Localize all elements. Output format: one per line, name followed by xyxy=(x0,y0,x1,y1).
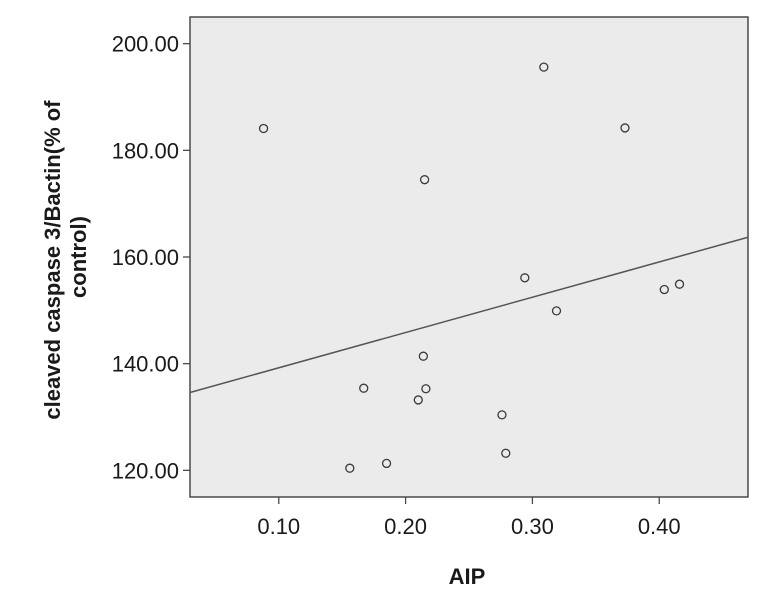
fit-line xyxy=(189,236,749,394)
data-point xyxy=(620,123,630,133)
data-point xyxy=(258,123,269,134)
data-point xyxy=(381,458,392,469)
y-axis-title-line-1: cleaved caspase 3/Bactin(% of xyxy=(40,100,65,420)
data-point xyxy=(551,306,562,316)
x-tick-label: 0.10 xyxy=(257,514,300,539)
data-point xyxy=(674,279,685,289)
data-point xyxy=(413,395,423,405)
data-point xyxy=(659,284,669,295)
data-point xyxy=(421,384,431,394)
x-axis-title: AIP xyxy=(449,564,486,589)
data-point xyxy=(345,463,355,473)
y-tick-label: 160.00 xyxy=(112,245,179,270)
data-point xyxy=(501,448,511,458)
data-point xyxy=(520,273,530,283)
data-point xyxy=(497,410,507,420)
y-tick-label: 120.00 xyxy=(112,458,179,483)
data-point xyxy=(418,351,428,361)
x-tick-label: 0.30 xyxy=(511,514,554,539)
x-tick-label: 0.40 xyxy=(638,514,681,539)
data-point xyxy=(359,383,369,393)
y-axis-title-line-2: control) xyxy=(66,216,91,298)
plot-area xyxy=(189,16,749,498)
y-axis-title: cleaved caspase 3/Bactin(% of control) xyxy=(40,94,91,419)
y-tick-label: 180.00 xyxy=(112,138,179,163)
x-tick-label: 0.20 xyxy=(384,514,427,539)
y-tick-label: 140.00 xyxy=(112,352,179,377)
data-point xyxy=(539,62,549,72)
y-tick-label: 200.00 xyxy=(112,32,179,57)
data-point xyxy=(419,175,430,185)
